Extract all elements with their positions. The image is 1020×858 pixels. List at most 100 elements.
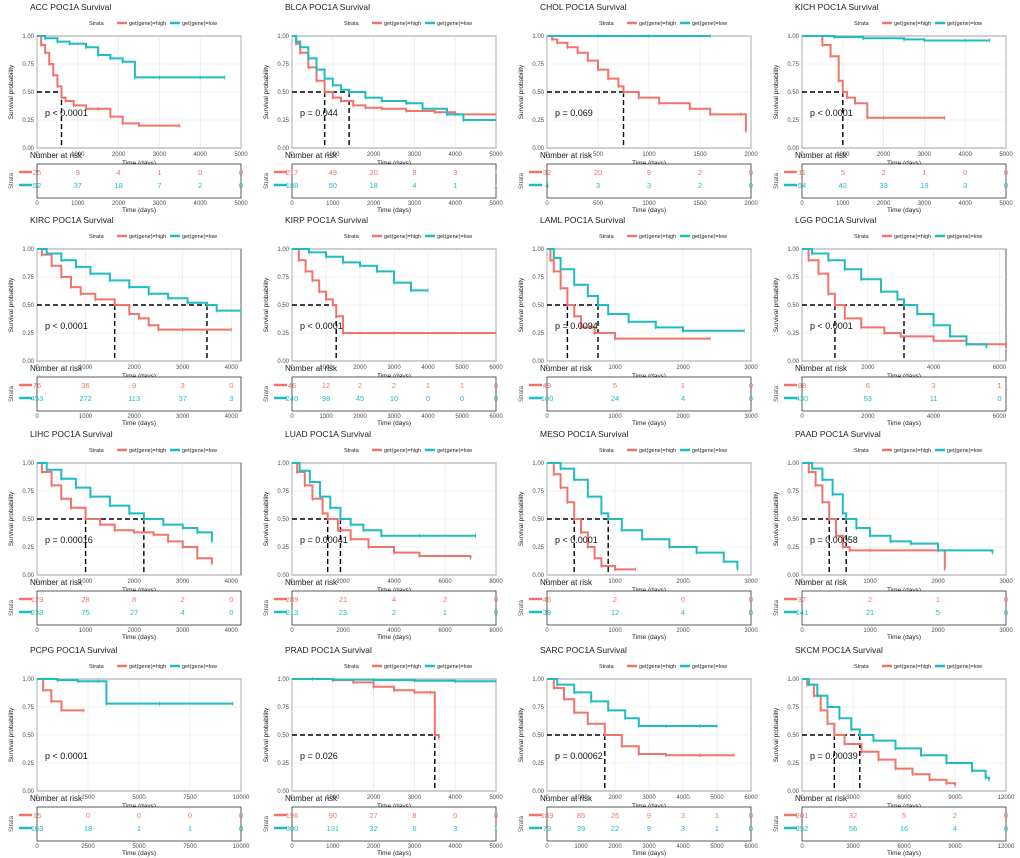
risk-x-tick-label: 4000 xyxy=(225,414,239,420)
panel-title: LAML POC1A Survival xyxy=(540,215,625,225)
km-curve-high xyxy=(802,248,1007,348)
risk-value-low: 73 xyxy=(543,824,551,833)
x-tick-label: 5000 xyxy=(710,795,724,801)
risk-value-low: 22 xyxy=(611,824,619,833)
risk-value-low: 12 xyxy=(611,608,619,617)
risk-value-high: 8 xyxy=(412,811,416,820)
risk-value-low: 50 xyxy=(329,181,337,190)
risk-x-tick-label: 0 xyxy=(290,414,294,420)
risk-value-low: 0 xyxy=(1004,181,1008,190)
legend-high-label: get(gene)=high xyxy=(129,664,166,670)
risk-x-tick-label: 1000 xyxy=(326,201,340,207)
risk-x-tick-label: 1000 xyxy=(574,844,588,850)
x-tick-label: 1000 xyxy=(326,795,340,801)
risk-value-low: 1 xyxy=(443,608,447,617)
risk-value-high: 46 xyxy=(288,381,296,390)
risk-value-low: 0 xyxy=(1004,608,1008,617)
risk-value-low: 37 xyxy=(179,394,187,403)
y-tick-label: 1.00 xyxy=(532,34,544,40)
risk-value-high: 49 xyxy=(543,381,551,390)
risk-x-tick-label: 2000 xyxy=(744,201,758,207)
risk-value-high: 20 xyxy=(594,168,602,177)
risk-x-tick-label: 0 xyxy=(35,201,39,207)
risk-value-high: 32 xyxy=(849,811,857,820)
y-axis-label: Survival probability xyxy=(518,491,525,546)
x-tick-label: 7500 xyxy=(183,795,197,801)
y-tick-label: 0.00 xyxy=(277,789,289,795)
risk-value-low: 3 xyxy=(963,181,967,190)
risk-strata-label: Strata xyxy=(519,385,525,402)
risk-value-low: 4 xyxy=(681,394,685,403)
risk-value-high: 0 xyxy=(494,595,498,604)
panel-title: PRAD POC1A Survival xyxy=(285,645,372,655)
risk-strata-label: Strata xyxy=(774,815,780,832)
risk-value-high: 129 xyxy=(31,595,44,604)
risk-value-low: 4 xyxy=(545,181,549,190)
x-axis-label: Time (days) xyxy=(377,373,411,380)
risk-table-title: Number at risk xyxy=(795,364,848,373)
panel-title: BLCA POC1A Survival xyxy=(285,2,370,12)
risk-strata-label: Strata xyxy=(774,172,780,189)
x-tick-label: 0 xyxy=(800,365,804,371)
risk-x-tick-label: 12000 xyxy=(998,844,1015,850)
risk-x-tick-label: 0 xyxy=(800,201,804,207)
risk-table-title: Number at risk xyxy=(540,794,593,803)
risk-value-low: 163 xyxy=(31,824,44,833)
panel-title: MESO POC1A Survival xyxy=(540,429,628,439)
x-tick-label: 6000 xyxy=(438,579,452,585)
risk-value-high: 2 xyxy=(443,595,447,604)
risk-x-tick-label: 0 xyxy=(290,201,294,207)
risk-value-low: 453 xyxy=(31,394,44,403)
y-axis-label: Survival probability xyxy=(263,707,270,762)
risk-x-tick-label: 1000 xyxy=(836,201,850,207)
p-value-label: p = 0.069 xyxy=(555,108,593,118)
risk-x-tick-label: 3000 xyxy=(642,844,656,850)
risk-value-high: 0 xyxy=(1004,811,1008,820)
risk-value-low: 42 xyxy=(839,181,847,190)
y-tick-label: 0.00 xyxy=(22,573,34,579)
risk-value-low: 10 xyxy=(390,394,398,403)
legend-low-label: get(gene)=low xyxy=(182,234,217,240)
x-tick-label: 4000 xyxy=(225,365,239,371)
km-curve-low xyxy=(37,462,213,542)
risk-table-title: Number at risk xyxy=(30,151,83,160)
risk-value-high: 49 xyxy=(329,168,337,177)
risk-value-high: 2 xyxy=(181,595,185,604)
legend-high-label: get(gene)=high xyxy=(639,664,676,670)
x-axis-label: Time (days) xyxy=(887,587,921,594)
y-tick-label: 0.50 xyxy=(532,90,544,96)
risk-x-tick-label: 2000 xyxy=(127,414,141,420)
x-tick-label: 4000 xyxy=(421,365,435,371)
legend-strata-label: Strata xyxy=(599,234,615,240)
risk-strata-label: Strata xyxy=(264,172,270,189)
legend-high-label: get(gene)=high xyxy=(894,234,931,240)
risk-x-tick-label: 6000 xyxy=(489,414,503,420)
risk-value-low: 56 xyxy=(849,824,857,833)
panel-title: KIRP POC1A Survival xyxy=(285,215,368,225)
x-tick-label: 2000 xyxy=(877,152,891,158)
y-tick-label: 0.75 xyxy=(532,275,544,281)
risk-x-tick-label: 1000 xyxy=(79,628,93,634)
p-value-label: p = 0.00041 xyxy=(300,535,348,545)
y-tick-label: 0.50 xyxy=(277,733,289,739)
y-tick-label: 1.00 xyxy=(787,677,799,683)
risk-x-tick-label: 1000 xyxy=(608,628,622,634)
risk-x-tick-label: 0 xyxy=(545,844,549,850)
risk-x-tick-label: 2000 xyxy=(112,201,126,207)
p-value-label: p = 0.00039 xyxy=(810,751,858,761)
y-axis-label: Survival probability xyxy=(263,64,270,119)
legend-strata-label: Strata xyxy=(344,234,360,240)
risk-value-low: 52 xyxy=(33,181,41,190)
risk-x-tick-label: 5000 xyxy=(710,844,724,850)
risk-x-tick-label: 4000 xyxy=(387,628,401,634)
legend-strata-label: Strata xyxy=(344,664,360,670)
y-axis-label: Survival probability xyxy=(263,491,270,546)
risk-value-high: 0 xyxy=(86,811,90,820)
risk-value-high: 0 xyxy=(239,811,243,820)
panel-title: KIRC POC1A Survival xyxy=(30,215,114,225)
risk-value-high: 0 xyxy=(453,811,457,820)
y-tick-label: 0.50 xyxy=(787,90,799,96)
x-tick-label: 1000 xyxy=(608,579,622,585)
y-tick-label: 1.00 xyxy=(532,461,544,467)
risk-x-tick-label: 1000 xyxy=(608,414,622,420)
